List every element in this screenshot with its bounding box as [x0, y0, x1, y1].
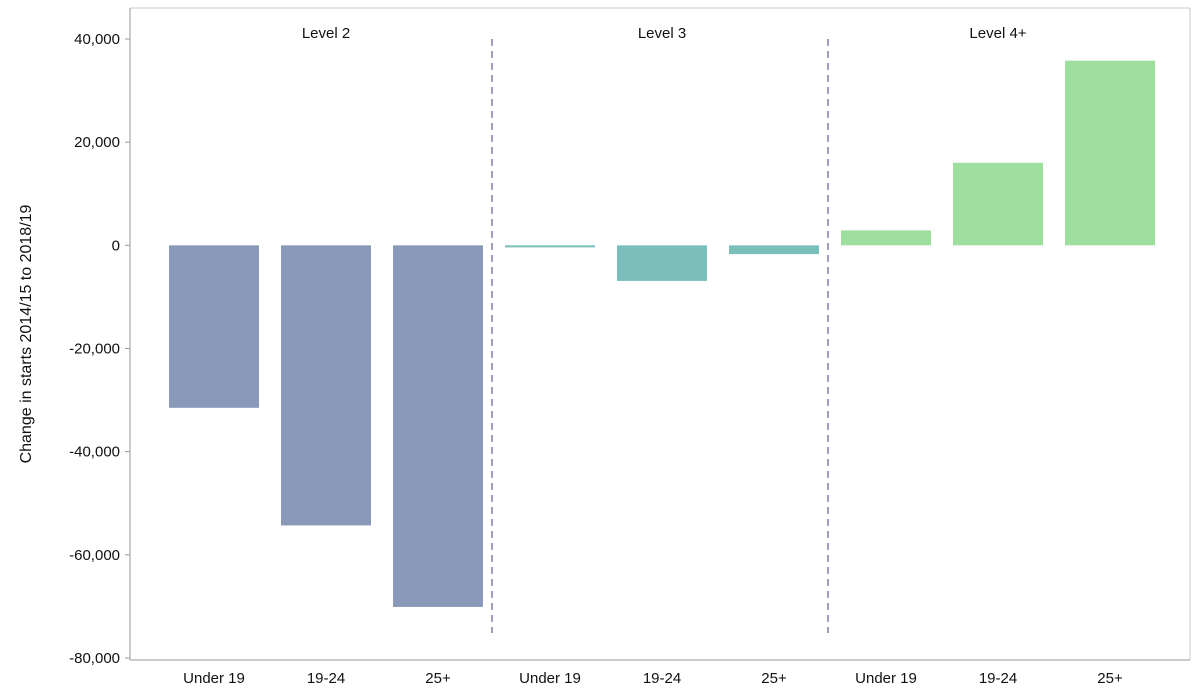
bar [841, 230, 931, 246]
y-tick-label: 20,000 [74, 134, 120, 151]
group-label: Level 4+ [969, 25, 1026, 42]
x-category-label: 19-24 [979, 670, 1017, 687]
x-category-label: Under 19 [855, 670, 917, 687]
bars-layer [169, 60, 1155, 607]
y-tick-label: -60,000 [69, 547, 120, 564]
x-category-label: Under 19 [519, 670, 581, 687]
y-axis-title: Change in starts 2014/15 to 2018/19 [18, 204, 35, 463]
bar [729, 245, 819, 255]
x-category-label: 19-24 [643, 670, 681, 687]
x-category-label: Under 19 [183, 670, 245, 687]
y-tick-label: -40,000 [69, 444, 120, 461]
x-category-label: 25+ [761, 670, 787, 687]
group-label: Level 2 [302, 25, 350, 42]
labels-layer: 40,000 20,000 0 -20,000 -40,000 -60,000 -80,00… [18, 25, 1123, 687]
y-tick-label: 40,000 [74, 31, 120, 48]
y-tick-label: -80,000 [69, 650, 120, 667]
bar [953, 162, 1043, 246]
bar [617, 245, 707, 281]
y-tick-label: -20,000 [69, 341, 120, 358]
axes-layer [125, 7, 1191, 661]
group-label: Level 3 [638, 25, 686, 42]
bar [1065, 60, 1155, 246]
x-category-label: 25+ [1097, 670, 1123, 687]
x-category-label: 25+ [425, 670, 451, 687]
bar [281, 245, 371, 526]
bar [169, 245, 259, 408]
y-tick-label: 0 [112, 237, 120, 254]
x-category-label: 19-24 [307, 670, 345, 687]
bar [393, 245, 483, 607]
bar [505, 245, 595, 248]
